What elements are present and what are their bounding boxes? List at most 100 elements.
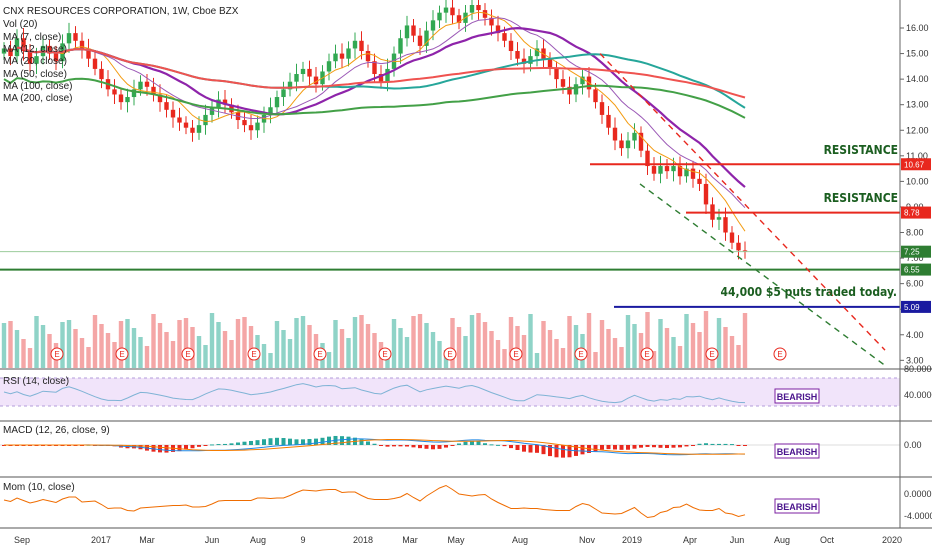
candle-body (417, 35, 423, 46)
candle-body (307, 68, 312, 77)
candle-body (294, 74, 299, 82)
price-axis[interactable]: 16.0015.0014.0013.0012.0011.0010.009.008… (899, 0, 931, 528)
macd-histogram-bar (541, 445, 546, 455)
volume-bar (404, 337, 410, 368)
macd-histogram-bar (164, 445, 169, 453)
macd-histogram-bar (710, 443, 715, 445)
volume-bar (281, 330, 286, 368)
volume-bar (450, 318, 455, 368)
earnings-marker-label: E (185, 350, 190, 359)
macd-pane[interactable]: 0.00 BEARISH (0, 435, 922, 459)
macd-histogram-bar (717, 443, 721, 445)
time-axis[interactable]: Sep 2017 Mar Jun Aug 9 2018 Mar May Aug Nov 2019 Apr… (14, 535, 902, 545)
volume-bar (495, 340, 501, 368)
volume-bar (632, 324, 637, 368)
macd-histogram-bar (509, 445, 513, 449)
earnings-marker-label: E (317, 350, 322, 359)
volume-bar (86, 347, 91, 368)
momentum-tick-label: 0.0000 (904, 489, 932, 499)
macd-histogram-bar (470, 440, 474, 445)
macd-histogram-bar (223, 443, 227, 445)
candle-body (502, 33, 507, 41)
volume-bar (268, 353, 273, 368)
candle-body (268, 107, 273, 115)
macd-histogram-bar (418, 445, 422, 449)
puts-annotation: 44,000 $5 puts traded today. (720, 285, 897, 299)
volume-bar (684, 314, 689, 368)
earnings-marker-label: E (251, 350, 256, 359)
volume-bar (131, 328, 137, 368)
volume-bar (612, 338, 618, 368)
earnings-marker (50, 347, 64, 361)
candle-body (729, 232, 735, 243)
price-marker-label: 10.67 (904, 160, 925, 169)
rsi-pane[interactable]: 80.0000 40.0000 BEARISH (0, 364, 932, 407)
volume-bar (502, 349, 507, 368)
price-tick-label: 10.00 (906, 176, 929, 186)
candle-body (99, 68, 104, 80)
volume-bar (671, 337, 676, 368)
legend-ma12: MA (12, close) (3, 44, 67, 55)
candle-body (671, 166, 676, 172)
legend-vol: Vol (20) (3, 19, 37, 30)
ma200-line (3, 77, 746, 119)
candle-body (508, 40, 514, 52)
volume-bar (567, 316, 572, 368)
macd-histogram-bar (658, 445, 663, 448)
candle-body (612, 127, 618, 141)
candle-body (554, 68, 559, 80)
earnings-marker (773, 347, 787, 361)
price-tick-label: 16.00 (906, 23, 929, 33)
volume-bar (73, 329, 78, 368)
macd-histogram-bar (314, 438, 318, 445)
candle-body (723, 217, 728, 233)
volume-bar (307, 325, 312, 368)
candle-body (183, 122, 189, 128)
candle-body (131, 89, 137, 98)
volume-bar (521, 335, 527, 368)
macd-histogram-bar (736, 445, 741, 446)
time-tick-label: Mar (139, 535, 155, 545)
time-tick-label: 2018 (353, 535, 373, 545)
volume-bar (703, 311, 709, 368)
macd-histogram-bar (691, 445, 695, 446)
volume-bar (398, 328, 403, 368)
volume-bar (372, 333, 377, 368)
momentum-pane[interactable]: 0.0000 -4.0000 BEARISH (3, 484, 932, 522)
candle-body (242, 120, 247, 126)
price-marker-label: 7.25 (904, 248, 920, 257)
macd-histogram-bar (444, 445, 448, 448)
candle-body (359, 40, 364, 52)
volume-bar (547, 330, 553, 368)
volume-bar (430, 332, 436, 368)
macd-histogram-bar (580, 445, 585, 455)
volume-bar (606, 329, 611, 368)
price-tick-label: 11.00 (906, 151, 928, 161)
macd-histogram-bar (567, 445, 572, 458)
candle-body (8, 48, 13, 57)
candle-body (112, 89, 117, 95)
volume-bar (177, 320, 182, 368)
candle-body (580, 76, 585, 85)
volume-bar (365, 324, 371, 368)
time-tick-label: 2019 (622, 535, 642, 545)
volume-bar (248, 326, 254, 368)
macd-histogram-bar (645, 445, 650, 447)
candle-body (333, 53, 338, 62)
price-marker-label: 5.09 (904, 303, 920, 312)
macd-histogram-bar (476, 441, 481, 445)
macd-histogram-bar (489, 444, 494, 446)
price-marker-badge (901, 245, 931, 258)
candle-body (638, 132, 644, 151)
price-tick-label: 7.00 (906, 253, 924, 263)
time-tick-label: 2020 (882, 535, 902, 545)
price-marker-badge (901, 263, 931, 276)
candle-body (645, 150, 650, 167)
earnings-marker (509, 347, 523, 361)
resistance-label-upper: RESISTANCE (824, 143, 898, 157)
price-pane[interactable] (0, 0, 932, 529)
macd-histogram-bar (268, 438, 273, 445)
macd-histogram-bar (184, 445, 188, 450)
volume-bar (274, 321, 280, 368)
